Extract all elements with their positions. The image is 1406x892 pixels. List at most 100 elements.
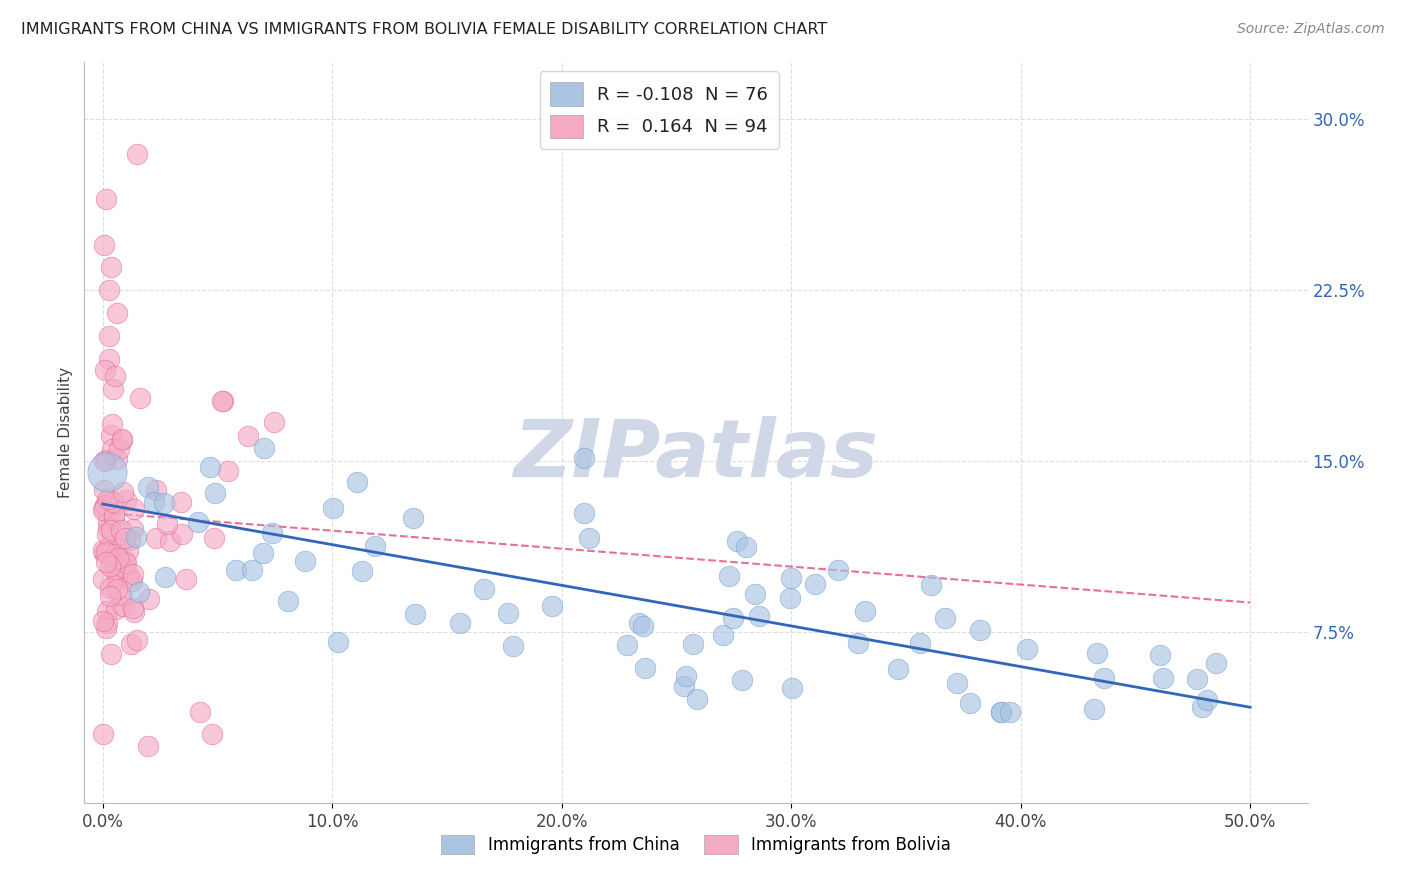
Point (346, 475, 368, 489)
Point (352, 564, 374, 578)
Point (242, 563, 264, 577)
Point (1149, 648, 1171, 662)
Point (93, 237, 115, 252)
Point (156, 517, 179, 532)
Point (744, 586, 766, 600)
Point (94, 621, 117, 635)
Point (107, 550, 129, 565)
Point (100, 260, 122, 275)
Point (110, 434, 132, 448)
Point (920, 578, 942, 592)
Point (262, 525, 284, 540)
Point (143, 495, 166, 509)
Point (200, 460, 222, 475)
Point (725, 534, 748, 549)
Point (127, 146, 149, 161)
Point (682, 636, 704, 650)
Point (176, 572, 198, 586)
Point (616, 638, 638, 652)
Point (934, 611, 956, 625)
Point (1083, 702, 1105, 716)
Point (686, 692, 709, 706)
Point (93, 572, 115, 586)
Point (236, 429, 259, 443)
Point (846, 635, 869, 649)
Point (634, 660, 657, 674)
Point (502, 639, 524, 653)
Point (104, 368, 127, 383)
Point (103, 511, 125, 525)
Point (91, 503, 114, 517)
Point (118, 569, 141, 583)
Point (364, 540, 387, 554)
Point (101, 417, 124, 431)
Point (673, 679, 696, 693)
Point (578, 532, 600, 546)
Point (294, 554, 316, 568)
Point (115, 492, 138, 507)
Point (98, 328, 121, 343)
Point (804, 576, 827, 591)
Text: IMMIGRANTS FROM CHINA VS IMMIGRANTS FROM BOLIVIA FEMALE DISABILITY CORRELATION C: IMMIGRANTS FROM CHINA VS IMMIGRANTS FROM… (21, 22, 827, 37)
Point (101, 544, 124, 558)
Point (105, 452, 128, 467)
Point (91, 726, 114, 740)
Point (110, 432, 132, 446)
Point (100, 428, 122, 442)
Point (541, 599, 564, 613)
Point (211, 393, 233, 408)
Point (572, 506, 595, 520)
Point (887, 662, 910, 676)
Point (111, 599, 134, 613)
Point (101, 442, 124, 457)
Point (122, 522, 145, 536)
Point (105, 572, 128, 586)
Point (277, 593, 299, 607)
Point (633, 619, 655, 633)
Point (104, 601, 127, 615)
Point (326, 635, 349, 649)
Point (217, 463, 239, 477)
Point (252, 441, 274, 455)
Point (98, 581, 121, 595)
Point (98, 558, 121, 573)
Point (779, 591, 801, 606)
Point (145, 483, 167, 498)
Point (717, 569, 740, 583)
Point (124, 501, 146, 516)
Point (128, 391, 150, 405)
Point (404, 607, 426, 622)
Point (225, 563, 247, 577)
Point (675, 668, 697, 682)
Point (96, 555, 118, 569)
Point (101, 382, 124, 396)
Point (946, 676, 969, 690)
Point (94, 545, 117, 559)
Point (711, 628, 734, 642)
Point (103, 558, 125, 573)
Point (959, 697, 981, 711)
Point (472, 582, 495, 596)
Point (93, 500, 115, 515)
Point (1092, 671, 1115, 685)
Text: Source: ZipAtlas.com: Source: ZipAtlas.com (1237, 22, 1385, 37)
Point (112, 560, 135, 574)
Point (91, 542, 114, 557)
Point (1152, 671, 1174, 685)
Point (97, 521, 120, 535)
Point (498, 606, 520, 620)
Point (103, 508, 125, 523)
Point (110, 523, 132, 537)
Point (779, 571, 801, 585)
Point (1205, 656, 1227, 670)
Y-axis label: Female Disability: Female Disability (58, 367, 73, 499)
Point (449, 615, 471, 630)
Point (121, 601, 143, 615)
Point (94, 498, 117, 512)
Point (125, 530, 148, 544)
Point (124, 605, 146, 619)
Point (1187, 672, 1209, 686)
Point (1197, 693, 1219, 707)
Point (735, 540, 758, 554)
Point (159, 533, 181, 548)
